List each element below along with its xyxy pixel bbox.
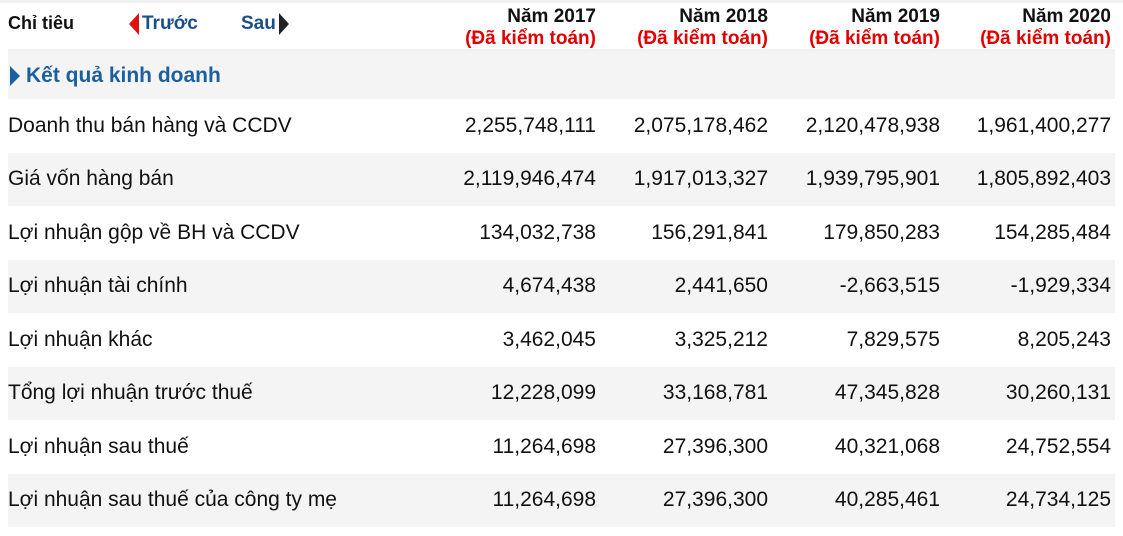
year-column-header: Năm 2017 (Đã kiểm toán) (426, 6, 596, 50)
cell-value: 3,462,045 (502, 327, 596, 351)
arrow-right-icon (278, 13, 289, 35)
cell-value: 8,205,243 (1017, 327, 1111, 351)
audit-status: (Đã kiểm toán) (809, 28, 940, 49)
table-header: Chỉ tiêu Trước Sau Năm 2017 (Đã kiểm toá… (8, 3, 1115, 52)
cell-value: 2,255,748,111 (464, 113, 596, 137)
audit-status: (Đã kiểm toán) (637, 28, 768, 49)
row-label: Giá vốn hàng bán (8, 167, 174, 191)
cell-value: 11,264,698 (492, 434, 596, 458)
row-label: Lợi nhuận khác (8, 327, 153, 351)
cell-value: 27,396,300 (662, 434, 768, 458)
cell-value: 47,345,828 (834, 381, 940, 405)
year-column-header: Năm 2020 (Đã kiểm toán) (941, 6, 1111, 50)
cell-value: 1,939,795,901 (805, 167, 940, 191)
table-row: Lợi nhuận gộp về BH và CCDV 134,032,738 … (8, 206, 1115, 260)
row-label: Tổng lợi nhuận trước thuế (8, 381, 253, 405)
cell-value: 1,917,013,327 (633, 167, 768, 191)
cell-value: 24,752,554 (1005, 434, 1111, 458)
cell-value: 7,829,575 (846, 327, 940, 351)
cell-value: 2,120,478,938 (805, 113, 940, 137)
row-label: Lợi nhuận sau thuế của công ty mẹ (8, 488, 337, 512)
cell-value: 1,961,400,277 (976, 113, 1111, 137)
table-row: Lợi nhuận tài chính 4,674,438 2,441,650 … (8, 259, 1115, 313)
table-row: Giá vốn hàng bán 2,119,946,474 1,917,013… (8, 152, 1115, 206)
cell-value: 33,168,781 (662, 381, 768, 405)
column-title-indicator: Chỉ tiêu (8, 13, 74, 33)
expand-arrow-icon (10, 65, 20, 86)
row-label: Doanh thu bán hàng và CCDV (8, 113, 292, 137)
cell-value: 134,032,738 (479, 220, 596, 244)
table-row: Lợi nhuận khác 3,462,045 3,325,212 7,829… (8, 313, 1115, 367)
cell-value: 12,228,099 (490, 381, 596, 405)
table-row: Lợi nhuận sau thuế 11,264,698 27,396,300… (8, 420, 1115, 474)
table-row: Tổng lợi nhuận trước thuế 12,228,099 33,… (8, 366, 1115, 420)
cell-value: 154,285,484 (994, 220, 1111, 244)
section-business-results[interactable]: Kết quả kinh doanh (8, 52, 1115, 99)
year-label: Năm 2020 (1022, 6, 1111, 27)
prev-label: Trước (142, 13, 198, 34)
prev-button[interactable]: Trước (129, 13, 198, 35)
year-label: Năm 2019 (851, 6, 940, 27)
row-label: Lợi nhuận tài chính (8, 274, 188, 298)
cell-value: 40,285,461 (834, 488, 940, 512)
cell-value: 179,850,283 (823, 220, 940, 244)
section-label: Kết quả kinh doanh (26, 63, 221, 87)
cell-value: 27,396,300 (662, 488, 768, 512)
next-label: Sau (241, 13, 276, 34)
cell-value: 3,325,212 (674, 327, 768, 351)
year-label: Năm 2018 (679, 6, 768, 27)
cell-value: 4,674,438 (502, 274, 596, 298)
arrow-left-icon (129, 13, 139, 35)
audit-status: (Đã kiểm toán) (465, 28, 596, 49)
cell-value: 2,441,650 (674, 274, 768, 298)
audit-status: (Đã kiểm toán) (980, 28, 1111, 49)
year-column-header: Năm 2018 (Đã kiểm toán) (598, 6, 768, 50)
year-label: Năm 2017 (507, 6, 596, 27)
row-label: Lợi nhuận sau thuế (8, 434, 189, 458)
row-label: Lợi nhuận gộp về BH và CCDV (8, 220, 300, 244)
cell-value: -1,929,334 (1010, 274, 1111, 298)
cell-value: 156,291,841 (651, 220, 768, 244)
cell-value: 2,119,946,474 (463, 167, 596, 191)
financial-table: Chỉ tiêu Trước Sau Năm 2017 (Đã kiểm toá… (0, 3, 1123, 527)
cell-value: 30,260,131 (1005, 381, 1111, 405)
top-divider (0, 0, 1123, 3)
table-row: Lợi nhuận sau thuế của công ty mẹ 11,264… (8, 473, 1115, 527)
cell-value: 2,075,178,462 (633, 113, 768, 137)
table-row: Doanh thu bán hàng và CCDV 2,255,748,111… (8, 99, 1115, 153)
cell-value: -2,663,515 (839, 274, 940, 298)
cell-value: 1,805,892,403 (976, 167, 1111, 191)
cell-value: 11,264,698 (492, 488, 596, 512)
cell-value: 40,321,068 (834, 434, 940, 458)
next-button[interactable]: Sau (241, 13, 289, 35)
year-column-header: Năm 2019 (Đã kiểm toán) (770, 6, 940, 50)
cell-value: 24,734,125 (1005, 488, 1111, 512)
